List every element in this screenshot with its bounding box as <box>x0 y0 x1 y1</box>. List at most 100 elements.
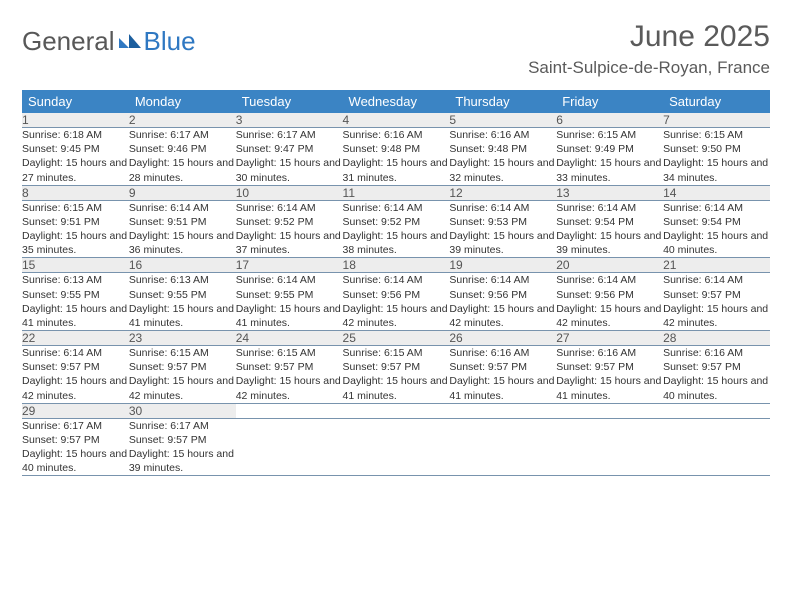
calendar-body: 1234567Sunrise: 6:18 AMSunset: 9:45 PMDa… <box>22 113 770 476</box>
detail-row: Sunrise: 6:17 AMSunset: 9:57 PMDaylight:… <box>22 418 770 476</box>
weekday-header: Tuesday <box>236 90 343 113</box>
sunset-line: Sunset: 9:57 PM <box>449 360 556 374</box>
daynum-row: 15161718192021 <box>22 258 770 273</box>
detail-row: Sunrise: 6:13 AMSunset: 9:55 PMDaylight:… <box>22 273 770 331</box>
day-number-cell: 30 <box>129 403 236 418</box>
daylight-line: Daylight: 15 hours and 42 minutes. <box>236 374 343 402</box>
day-detail-cell: Sunrise: 6:14 AMSunset: 9:56 PMDaylight:… <box>449 273 556 331</box>
daylight-line: Daylight: 15 hours and 42 minutes. <box>663 302 770 330</box>
sunrise-line: Sunrise: 6:15 AM <box>22 201 129 215</box>
sunrise-line: Sunrise: 6:14 AM <box>22 346 129 360</box>
daylight-line: Daylight: 15 hours and 42 minutes. <box>129 374 236 402</box>
day-detail-cell: Sunrise: 6:15 AMSunset: 9:57 PMDaylight:… <box>343 346 450 404</box>
daylight-line: Daylight: 15 hours and 40 minutes. <box>663 374 770 402</box>
sunrise-line: Sunrise: 6:16 AM <box>343 128 450 142</box>
daylight-line: Daylight: 15 hours and 40 minutes. <box>663 229 770 257</box>
day-number-cell: 17 <box>236 258 343 273</box>
sunset-line: Sunset: 9:55 PM <box>22 288 129 302</box>
brand-word-1: General <box>22 26 115 57</box>
sunset-line: Sunset: 9:45 PM <box>22 142 129 156</box>
day-detail-cell: Sunrise: 6:16 AMSunset: 9:48 PMDaylight:… <box>343 128 450 186</box>
day-detail-cell: Sunrise: 6:14 AMSunset: 9:57 PMDaylight:… <box>22 346 129 404</box>
sunrise-line: Sunrise: 6:14 AM <box>663 201 770 215</box>
sunrise-line: Sunrise: 6:14 AM <box>236 201 343 215</box>
daylight-line: Daylight: 15 hours and 37 minutes. <box>236 229 343 257</box>
detail-row: Sunrise: 6:14 AMSunset: 9:57 PMDaylight:… <box>22 346 770 404</box>
calendar-table: Sunday Monday Tuesday Wednesday Thursday… <box>22 90 770 476</box>
day-detail-cell: Sunrise: 6:13 AMSunset: 9:55 PMDaylight:… <box>129 273 236 331</box>
day-number-cell: 16 <box>129 258 236 273</box>
sunset-line: Sunset: 9:55 PM <box>129 288 236 302</box>
weekday-header: Saturday <box>663 90 770 113</box>
sunset-line: Sunset: 9:56 PM <box>343 288 450 302</box>
day-number-cell: 11 <box>343 185 450 200</box>
daylight-line: Daylight: 15 hours and 30 minutes. <box>236 156 343 184</box>
day-number-cell: 24 <box>236 331 343 346</box>
daylight-line: Daylight: 15 hours and 42 minutes. <box>22 374 129 402</box>
day-detail-cell <box>556 418 663 476</box>
day-number-cell <box>556 403 663 418</box>
sunrise-line: Sunrise: 6:16 AM <box>449 346 556 360</box>
weekday-header: Thursday <box>449 90 556 113</box>
daylight-line: Daylight: 15 hours and 38 minutes. <box>343 229 450 257</box>
day-number-cell <box>236 403 343 418</box>
brand-word-2: Blue <box>144 26 196 57</box>
day-detail-cell <box>343 418 450 476</box>
sunrise-line: Sunrise: 6:17 AM <box>22 419 129 433</box>
sunrise-line: Sunrise: 6:16 AM <box>556 346 663 360</box>
sunset-line: Sunset: 9:52 PM <box>236 215 343 229</box>
sunrise-line: Sunrise: 6:13 AM <box>22 273 129 287</box>
sunset-line: Sunset: 9:57 PM <box>236 360 343 374</box>
day-number-cell: 10 <box>236 185 343 200</box>
sunset-line: Sunset: 9:50 PM <box>663 142 770 156</box>
day-detail-cell <box>663 418 770 476</box>
day-number-cell: 21 <box>663 258 770 273</box>
day-detail-cell: Sunrise: 6:17 AMSunset: 9:57 PMDaylight:… <box>22 418 129 476</box>
day-number-cell: 5 <box>449 113 556 128</box>
sunset-line: Sunset: 9:57 PM <box>22 433 129 447</box>
day-detail-cell: Sunrise: 6:18 AMSunset: 9:45 PMDaylight:… <box>22 128 129 186</box>
daylight-line: Daylight: 15 hours and 41 minutes. <box>343 374 450 402</box>
sunrise-line: Sunrise: 6:14 AM <box>449 273 556 287</box>
daynum-row: 22232425262728 <box>22 331 770 346</box>
sunrise-line: Sunrise: 6:14 AM <box>236 273 343 287</box>
brand-icon <box>119 26 141 57</box>
sunrise-line: Sunrise: 6:15 AM <box>129 346 236 360</box>
daylight-line: Daylight: 15 hours and 41 minutes. <box>129 302 236 330</box>
sunrise-line: Sunrise: 6:16 AM <box>449 128 556 142</box>
daylight-line: Daylight: 15 hours and 42 minutes. <box>343 302 450 330</box>
daylight-line: Daylight: 15 hours and 39 minutes. <box>556 229 663 257</box>
brand-logo: General Blue <box>22 26 196 57</box>
day-detail-cell: Sunrise: 6:17 AMSunset: 9:47 PMDaylight:… <box>236 128 343 186</box>
daylight-line: Daylight: 15 hours and 42 minutes. <box>556 302 663 330</box>
sunrise-line: Sunrise: 6:15 AM <box>343 346 450 360</box>
sunrise-line: Sunrise: 6:15 AM <box>236 346 343 360</box>
day-detail-cell: Sunrise: 6:16 AMSunset: 9:57 PMDaylight:… <box>556 346 663 404</box>
day-detail-cell: Sunrise: 6:14 AMSunset: 9:56 PMDaylight:… <box>343 273 450 331</box>
daynum-row: 1234567 <box>22 113 770 128</box>
day-detail-cell: Sunrise: 6:17 AMSunset: 9:57 PMDaylight:… <box>129 418 236 476</box>
sunset-line: Sunset: 9:53 PM <box>449 215 556 229</box>
daynum-row: 891011121314 <box>22 185 770 200</box>
sunrise-line: Sunrise: 6:14 AM <box>129 201 236 215</box>
daylight-line: Daylight: 15 hours and 41 minutes. <box>22 302 129 330</box>
daylight-line: Daylight: 15 hours and 40 minutes. <box>22 447 129 475</box>
sunset-line: Sunset: 9:48 PM <box>449 142 556 156</box>
sunset-line: Sunset: 9:57 PM <box>663 360 770 374</box>
sunrise-line: Sunrise: 6:16 AM <box>663 346 770 360</box>
day-number-cell: 9 <box>129 185 236 200</box>
daylight-line: Daylight: 15 hours and 39 minutes. <box>449 229 556 257</box>
page-subtitle: Saint-Sulpice-de-Royan, France <box>528 58 770 78</box>
day-number-cell: 13 <box>556 185 663 200</box>
day-detail-cell: Sunrise: 6:15 AMSunset: 9:51 PMDaylight:… <box>22 200 129 258</box>
day-detail-cell: Sunrise: 6:16 AMSunset: 9:57 PMDaylight:… <box>663 346 770 404</box>
day-detail-cell <box>236 418 343 476</box>
day-detail-cell: Sunrise: 6:14 AMSunset: 9:57 PMDaylight:… <box>663 273 770 331</box>
day-number-cell: 20 <box>556 258 663 273</box>
day-detail-cell <box>449 418 556 476</box>
day-detail-cell: Sunrise: 6:14 AMSunset: 9:53 PMDaylight:… <box>449 200 556 258</box>
sunrise-line: Sunrise: 6:14 AM <box>556 201 663 215</box>
day-detail-cell: Sunrise: 6:16 AMSunset: 9:57 PMDaylight:… <box>449 346 556 404</box>
day-detail-cell: Sunrise: 6:16 AMSunset: 9:48 PMDaylight:… <box>449 128 556 186</box>
day-number-cell: 15 <box>22 258 129 273</box>
